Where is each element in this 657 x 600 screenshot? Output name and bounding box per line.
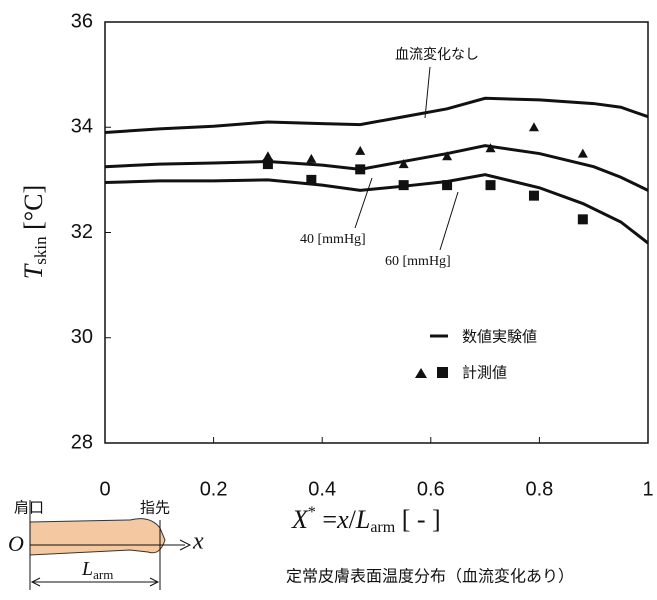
x-tick-label: 0.6 bbox=[417, 478, 445, 500]
x-axis-label-part: * bbox=[308, 504, 316, 521]
y-tick-label: 34 bbox=[71, 116, 93, 138]
series-label: 60 [mmHg] bbox=[385, 254, 451, 269]
caption: 定常皮膚表面温度分布（血流変化あり） bbox=[286, 567, 574, 586]
triangle-marker bbox=[306, 154, 316, 163]
square-marker bbox=[355, 164, 365, 174]
legend-label: 数値実験値 bbox=[462, 328, 537, 346]
leader-line bbox=[425, 67, 430, 118]
x-axis-label: X* =x/Larm [ - ] bbox=[291, 504, 441, 536]
arm-axis-label: x bbox=[192, 529, 204, 555]
x-axis-label-part: arm bbox=[370, 519, 395, 536]
arm-length-part: L bbox=[81, 558, 93, 580]
square-marker bbox=[442, 180, 452, 190]
y-axis-label: Tskin [°C] bbox=[19, 185, 50, 279]
triangle-marker bbox=[263, 151, 273, 160]
arm-shoulder: 肩口 bbox=[14, 499, 44, 517]
x-axis-label-part: [ - ] bbox=[395, 505, 440, 534]
line-series bbox=[105, 98, 648, 132]
square-marker bbox=[578, 214, 588, 224]
square-marker bbox=[486, 180, 496, 190]
square-marker bbox=[529, 191, 539, 201]
legend-label: 計測値 bbox=[462, 364, 507, 382]
y-tick-label: 30 bbox=[71, 326, 93, 348]
arm-length-label: Larm bbox=[81, 558, 113, 582]
triangle-marker bbox=[529, 122, 539, 131]
line-series bbox=[105, 146, 648, 191]
series-label: 血流変化なし bbox=[395, 46, 479, 63]
leader-line bbox=[440, 192, 458, 250]
triangle-marker bbox=[355, 146, 365, 155]
y-axis-label-part: [°C] bbox=[19, 185, 48, 237]
arm-fingertip: 指先 bbox=[140, 499, 170, 517]
series-label: 40 [mmHg] bbox=[300, 232, 366, 247]
legend-triangle bbox=[415, 368, 427, 378]
x-axis-label-part: = bbox=[316, 505, 337, 534]
y-tick-label: 32 bbox=[71, 221, 93, 243]
plot-frame bbox=[105, 22, 648, 443]
y-axis-label-part: skin bbox=[31, 236, 50, 265]
x-tick-label: 0 bbox=[99, 478, 110, 500]
x-tick-label: 0.8 bbox=[525, 478, 553, 500]
x-axis-label-part: X bbox=[291, 505, 309, 534]
legend-square bbox=[437, 367, 448, 378]
y-tick-label: 28 bbox=[71, 431, 93, 453]
square-marker bbox=[306, 175, 316, 185]
square-marker bbox=[399, 180, 409, 190]
arm-length-part: arm bbox=[93, 567, 113, 582]
y-tick-label: 36 bbox=[71, 10, 93, 32]
x-tick-label: 1 bbox=[642, 478, 653, 500]
page: {"chart_data": {"type": "line", "y_label… bbox=[0, 0, 657, 600]
x-tick-label: 0.4 bbox=[308, 478, 336, 500]
triangle-marker bbox=[578, 149, 588, 158]
line-series bbox=[105, 175, 648, 243]
square-marker bbox=[263, 159, 273, 169]
leader-line bbox=[355, 178, 372, 228]
arm-shape bbox=[30, 519, 165, 555]
x-axis-label-part: L bbox=[355, 505, 370, 534]
arm-origin: O bbox=[8, 531, 24, 556]
x-axis-label-part: x bbox=[336, 505, 349, 534]
x-tick-label: 0.2 bbox=[200, 478, 228, 500]
chart: 28 30 32 34 36 0 0.2 0.4 0.6 0.8 1 Tskin [°C] X* =x/… bbox=[0, 0, 657, 600]
